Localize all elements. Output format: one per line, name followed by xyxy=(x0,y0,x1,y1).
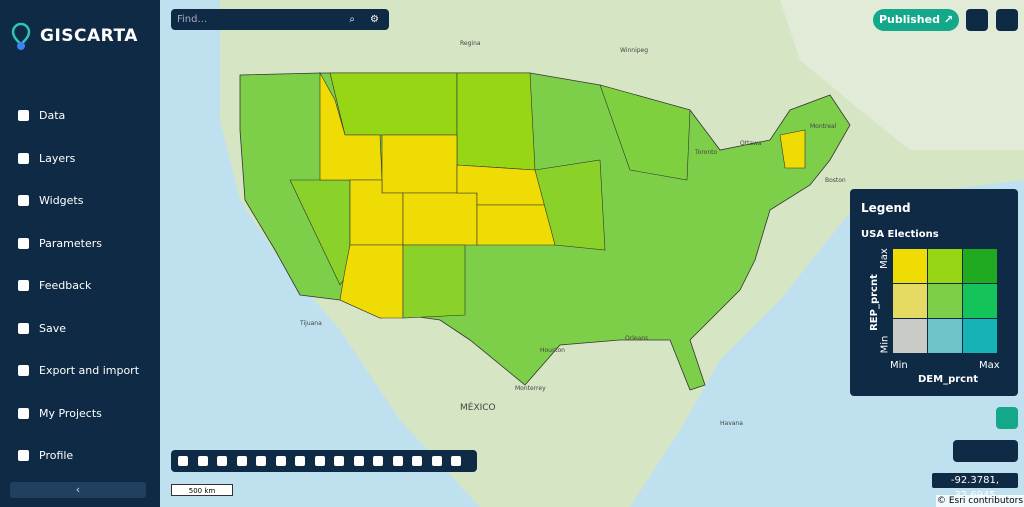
nav-icon xyxy=(18,450,29,461)
nav-label: My Projects xyxy=(39,406,102,420)
tool-button[interactable] xyxy=(373,456,383,466)
tool-button[interactable] xyxy=(178,456,188,466)
logo-icon xyxy=(11,22,31,50)
nav-icon xyxy=(18,152,29,164)
tool-button[interactable] xyxy=(256,456,266,466)
tool-button[interactable] xyxy=(412,456,422,466)
map[interactable]: Regina Winnipeg Toronto Ottawa Montreal Bosto… xyxy=(160,0,1024,507)
cell xyxy=(963,284,997,318)
nav-label: Feedback xyxy=(39,279,92,292)
search-box[interactable]: Find... ⌕ ⚙ xyxy=(171,9,389,30)
nav-item[interactable]: Profile xyxy=(18,449,73,462)
map-label: MÉXICO xyxy=(460,401,496,413)
legend-title: Legend xyxy=(861,201,911,215)
map-label: Houston xyxy=(540,347,565,354)
map-label: Orleans xyxy=(625,335,648,342)
publish-button[interactable]: Published ↗ xyxy=(873,9,959,31)
tool-button[interactable] xyxy=(295,456,305,466)
nav-item[interactable]: Data xyxy=(18,109,65,122)
map-label: Regina xyxy=(460,40,481,47)
info-button[interactable] xyxy=(966,9,988,31)
tool-button[interactable] xyxy=(451,456,461,466)
legend: Legend USA Elections Max REP_prcnt Min M… xyxy=(850,189,1018,396)
cell xyxy=(893,284,927,318)
fullscreen-button[interactable] xyxy=(996,9,1018,31)
tool-button[interactable] xyxy=(217,456,227,466)
cell xyxy=(893,249,927,283)
x-axis-name: DEM_prcnt xyxy=(918,374,978,385)
cell xyxy=(963,319,997,353)
cell xyxy=(928,249,962,283)
nav-item[interactable]: Save xyxy=(18,322,66,335)
tool-button[interactable] xyxy=(334,456,344,466)
logo: GISCARTA xyxy=(40,26,138,46)
nav-item[interactable]: Parameters xyxy=(18,237,102,250)
legend-toggle[interactable] xyxy=(996,407,1018,429)
scale-bar: 500 km xyxy=(171,484,233,496)
nav-icon xyxy=(18,280,29,291)
tool-button[interactable] xyxy=(197,456,208,466)
nav-label: Export and import xyxy=(39,364,140,377)
nav-item[interactable]: Layers xyxy=(18,152,75,165)
nav-label: Profile xyxy=(39,449,74,462)
nav-icon xyxy=(18,322,29,334)
settings-icon[interactable]: ⚙ xyxy=(370,14,379,25)
cell xyxy=(893,319,927,353)
nav-item[interactable]: Export and import xyxy=(18,364,139,377)
toolbar[interactable] xyxy=(171,450,477,472)
legend-layer: USA Elections xyxy=(861,229,939,240)
nav-icon xyxy=(18,195,29,206)
cell xyxy=(928,284,962,318)
zoom-controls[interactable] xyxy=(953,440,1018,462)
search-placeholder: Find... xyxy=(177,14,208,25)
nav-icon xyxy=(18,407,29,419)
tool-button[interactable] xyxy=(236,456,247,466)
search-icon[interactable]: ⌕ xyxy=(349,14,355,25)
map-label: Montreal xyxy=(810,123,837,130)
y-axis-name: REP_prcnt xyxy=(868,274,880,331)
map-label: Ottawa xyxy=(740,140,762,147)
nav-label: Data xyxy=(39,109,66,122)
nav-icon xyxy=(18,365,29,376)
nav-icon xyxy=(18,110,29,121)
x-max: Max xyxy=(979,360,1000,371)
coordinates: -92.3781, 32.6945 xyxy=(932,473,1018,501)
map-label: Boston xyxy=(825,177,846,184)
nav-item[interactable]: Widgets xyxy=(18,194,83,207)
nav-label: Layers xyxy=(39,151,76,165)
map-label: Monterrey xyxy=(515,385,546,392)
nav-item[interactable]: Feedback xyxy=(18,279,91,292)
tool-button[interactable] xyxy=(275,456,286,466)
cell xyxy=(963,249,997,283)
tool-button[interactable] xyxy=(392,456,403,466)
tool-button[interactable] xyxy=(431,456,442,466)
attribution: © Esri contributors xyxy=(936,495,1024,507)
map-label: Havana xyxy=(720,420,743,427)
y-min: Min xyxy=(879,335,891,354)
nav-label: Parameters xyxy=(39,236,102,250)
publish-label: Published xyxy=(878,13,940,26)
nav-item[interactable]: My Projects xyxy=(18,407,102,420)
cell xyxy=(928,319,962,353)
nav-label: Save xyxy=(39,321,67,335)
nav-icon xyxy=(18,237,29,249)
x-min: Min xyxy=(890,360,908,371)
collapse-button[interactable]: ‹ xyxy=(10,482,146,498)
nav-label: Widgets xyxy=(39,194,84,207)
sidebar: GISCARTA Data Layers Widgets Parameters Feed… xyxy=(0,0,160,507)
map-label: Winnipeg xyxy=(620,47,648,54)
y-max: Max xyxy=(878,248,890,269)
map-label: Toronto xyxy=(694,149,717,156)
tool-button[interactable] xyxy=(353,456,364,466)
tool-button[interactable] xyxy=(314,456,325,466)
map-label: Tijuana xyxy=(299,320,322,327)
